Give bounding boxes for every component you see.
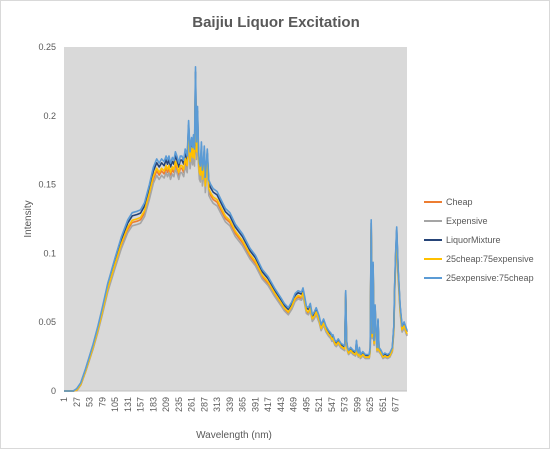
x-tick-label: 339	[225, 397, 235, 412]
x-tick-label: 183	[148, 397, 158, 412]
x-tick-label: 131	[123, 397, 133, 412]
x-tick-label: 27	[72, 397, 82, 407]
x-tick-label: 209	[161, 397, 171, 412]
chart-title: Baijiu Liquor Excitation	[192, 14, 360, 31]
y-tick-label: 0.1	[43, 248, 56, 258]
y-tick-label: 0.2	[43, 111, 56, 121]
y-tick-label: 0.05	[38, 317, 56, 327]
x-tick-label: 105	[110, 397, 120, 412]
legend-label: Cheap	[446, 197, 473, 207]
x-tick-label: 625	[365, 397, 375, 412]
series-lines	[64, 66, 408, 392]
x-tick-label: 417	[263, 397, 273, 412]
y-tick-label: 0.25	[38, 42, 56, 52]
y-tick-label: 0.15	[38, 180, 56, 190]
plot-area	[64, 47, 407, 391]
x-tick-label: 261	[187, 397, 197, 412]
x-tick-labels: 1 27 53 79 105 131 157 183 209 235 261 287 313 339 365…	[59, 397, 401, 412]
x-tick-label: 521	[314, 397, 324, 412]
x-tick-label: 157	[136, 397, 146, 412]
x-tick-label: 53	[85, 397, 95, 407]
series-line-4	[64, 66, 408, 392]
x-tick-label: 79	[97, 397, 107, 407]
x-tick-label: 573	[340, 397, 350, 412]
x-tick-label: 599	[352, 397, 362, 412]
legend-label: Expensive	[446, 216, 488, 226]
legend: Cheap Expensive LiquorMixture 25cheap:75exp…	[424, 197, 534, 283]
x-axis-label: Wavelength (nm)	[196, 430, 272, 441]
x-tick-label: 469	[289, 397, 299, 412]
x-tick-label: 651	[378, 397, 388, 412]
x-tick-label: 443	[276, 397, 286, 412]
x-tick-label: 547	[327, 397, 337, 412]
x-tick-label: 677	[391, 397, 401, 412]
y-tick-labels: 0 0.05 0.1 0.15 0.2 0.25	[38, 42, 56, 396]
x-tick-label: 495	[301, 397, 311, 412]
legend-label: 25expensive:75cheap	[446, 273, 534, 283]
x-tick-label: 287	[199, 397, 209, 412]
x-tick-label: 235	[174, 397, 184, 412]
x-tick-label: 313	[212, 397, 222, 412]
x-tick-label: 1	[59, 397, 69, 402]
y-axis-label: Intensity	[23, 200, 34, 237]
x-tick-label: 365	[238, 397, 248, 412]
legend-label: 25cheap:75expensive	[446, 254, 534, 264]
y-tick-label: 0	[51, 386, 56, 396]
x-tick-label: 391	[250, 397, 260, 412]
legend-label: LiquorMixture	[446, 235, 501, 245]
